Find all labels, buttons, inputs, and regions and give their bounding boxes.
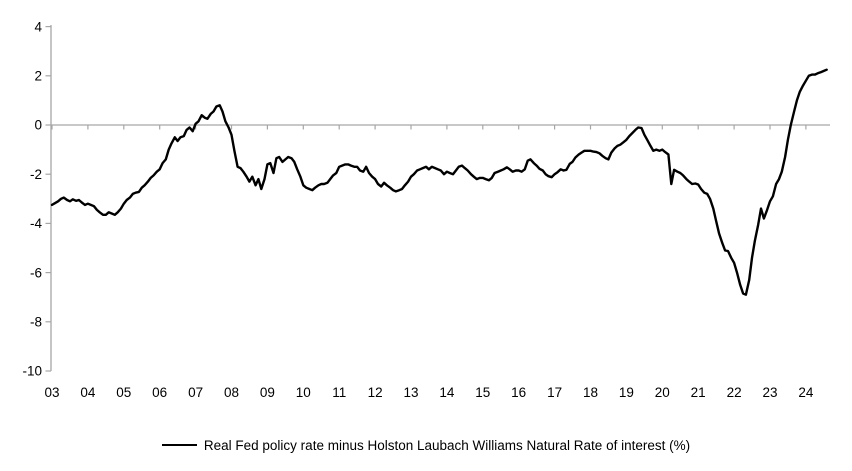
x-tick-label: 18: [583, 385, 598, 400]
x-tick-label: 24: [798, 385, 814, 400]
x-tick-label: 23: [762, 385, 777, 400]
y-tick-label: -4: [30, 216, 42, 231]
x-tick-label: 07: [188, 385, 203, 400]
x-tick-label: 03: [44, 385, 59, 400]
x-tick-label: 05: [116, 385, 131, 400]
y-tick-label: -2: [30, 167, 42, 182]
y-tick-label: -6: [30, 265, 42, 280]
x-tick-label: 04: [80, 385, 96, 400]
line-chart-canvas: 03 04 05 06 07 08 09 10 11 12 13 14 15 16 17 18 19 20 21 22…: [22, 19, 830, 400]
x-tick-label: 14: [439, 385, 455, 400]
y-tick-label: 2: [34, 69, 42, 84]
x-tick-label: 17: [547, 385, 562, 400]
x-tick-label: 13: [403, 385, 418, 400]
legend-label: Real Fed policy rate minus Holston Lauba…: [203, 437, 691, 453]
x-tick-label: 11: [332, 385, 346, 400]
x-tick-label: 20: [655, 385, 670, 400]
x-tick-label: 08: [224, 385, 239, 400]
y-tick-label: 0: [34, 118, 42, 133]
y-tick-label: -8: [30, 315, 42, 330]
x-tick-label: 15: [475, 385, 490, 400]
y-tick-label: -10: [22, 364, 42, 379]
x-tick-label: 09: [260, 385, 275, 400]
x-tick-label: 21: [691, 385, 706, 400]
chart-legend: Real Fed policy rate minus Holston Lauba…: [0, 433, 852, 457]
data-series-line: [50, 68, 828, 296]
x-tick-label: 16: [511, 385, 526, 400]
x-tick-label: 06: [152, 385, 167, 400]
y-tick-label: 4: [34, 19, 42, 34]
x-tick-label: 22: [727, 385, 742, 400]
x-tick-label: 19: [619, 385, 634, 400]
legend-line-sample: [161, 444, 197, 446]
x-tick-label: 12: [368, 385, 383, 400]
x-tick-label: 10: [296, 385, 311, 400]
